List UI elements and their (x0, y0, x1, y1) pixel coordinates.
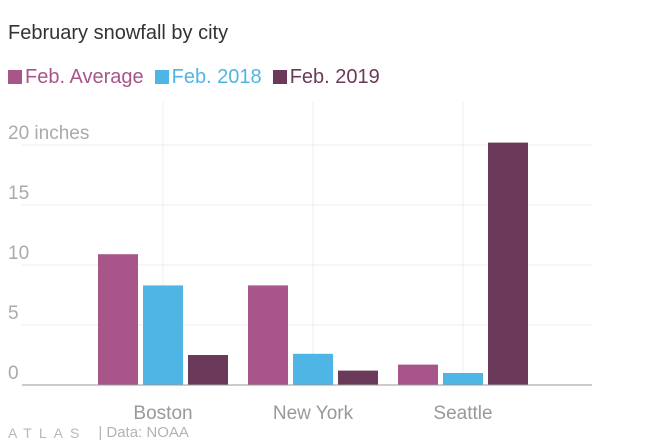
y-tick-label: 5 (8, 303, 19, 324)
bar-seattle-feb-average (398, 364, 438, 385)
bar-boston-feb-2018 (143, 285, 183, 385)
legend-swatch-feb-2019 (272, 70, 287, 84)
bar-new-york-feb-average (248, 285, 288, 385)
legend-label-feb-2019: Feb. 2019 (289, 65, 380, 88)
atlas-logo: ATLAS (8, 424, 87, 441)
y-tick-label: 0 (8, 363, 19, 384)
legend-swatch-feb-average (8, 70, 22, 84)
footer: ATLAS | Data: NOAA (8, 424, 189, 441)
legend-item-feb-average: Feb. Average (8, 66, 144, 89)
x-tick-label: Boston (133, 403, 192, 424)
bar-new-york-feb-2019 (338, 370, 378, 385)
source-note: | Data: NOAA (98, 424, 189, 441)
x-tick-label: Seattle (433, 403, 492, 424)
legend-swatch-feb-2018 (154, 70, 169, 84)
bars (98, 142, 528, 385)
legend-label-feb-average: Feb. Average (25, 65, 144, 88)
x-tick-label: New York (273, 403, 354, 424)
bar-seattle-feb-2019 (488, 142, 528, 385)
y-tick-label: 15 (8, 183, 29, 204)
legend-item-feb-2018: Feb. 2018 (154, 65, 262, 89)
y-tick-label: 20 inches (8, 123, 89, 144)
bar-new-york-feb-2018 (293, 353, 333, 385)
legend-item-feb-2019: Feb. 2019 (272, 65, 380, 89)
bar-seattle-feb-2018 (443, 373, 483, 385)
bar-boston-feb-2019 (188, 355, 228, 385)
bar-boston-feb-average (98, 254, 138, 385)
axes: 0 5 10 15 20 inches Boston New York Seattle (8, 123, 592, 424)
legend: Feb. Average Feb. 2018 Feb. 2019 (8, 64, 391, 90)
chart-title: February snowfall by city (8, 22, 229, 44)
legend-label-feb-2018: Feb. 2018 (171, 65, 262, 88)
y-tick-label: 10 (8, 243, 29, 264)
